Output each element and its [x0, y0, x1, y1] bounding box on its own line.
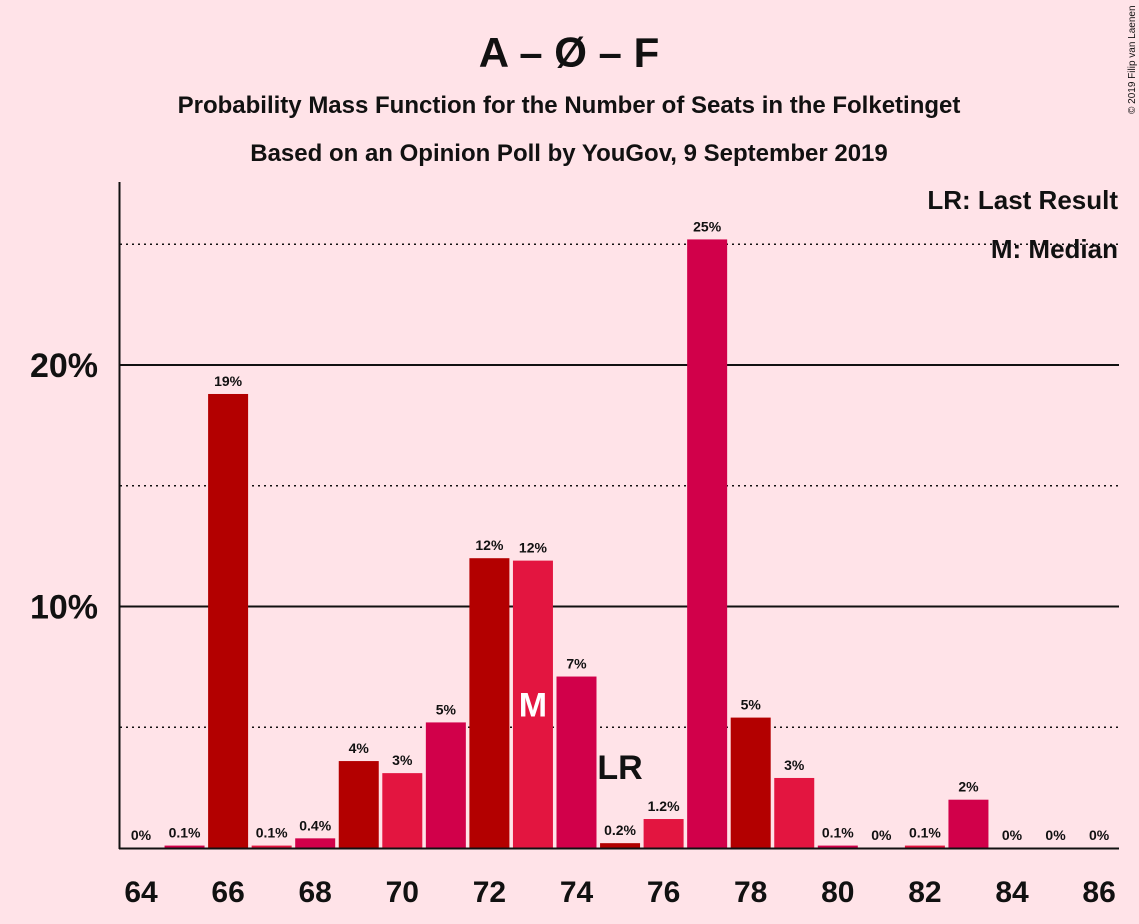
data-label-seat-86: 0% — [1089, 827, 1110, 843]
data-label-seat-80: 0.1% — [822, 825, 854, 841]
x-tick-label: 78 — [734, 876, 767, 909]
bar-seat-76 — [643, 819, 684, 848]
data-label-seat-82: 0.1% — [909, 825, 941, 841]
chart-title: A – Ø – F — [479, 29, 660, 76]
x-tick-label: 72 — [473, 876, 506, 909]
x-tick-label: 68 — [299, 876, 332, 909]
bar-seat-83 — [948, 799, 989, 848]
x-tick-label: 82 — [908, 876, 941, 909]
data-label-seat-74: 7% — [566, 656, 587, 672]
last-result-marker: LR — [597, 749, 642, 787]
data-label-seat-75: 0.2% — [604, 822, 636, 838]
chart-subtitle-1: Probability Mass Function for the Number… — [178, 92, 961, 119]
x-axis-ticks: 64 66 68 70 72 74 76 78 80 82 84 86 — [124, 876, 1115, 909]
x-tick-label: 76 — [647, 876, 680, 909]
bar-seat-73 — [512, 560, 553, 848]
bar-seat-66 — [208, 393, 249, 848]
bar-seat-72 — [469, 558, 510, 848]
y-axis-ticks: 10% 20% — [30, 347, 98, 627]
data-labels: 0% 0.1% 19% 0.1% 0.4% 4% 3% 5% 12% 12% 7% 0.2% 1.2% 2… — [131, 218, 1110, 843]
x-tick-label: 84 — [995, 876, 1029, 909]
chart-subtitle-2: Based on an Opinion Poll by YouGov, 9 Se… — [250, 140, 888, 167]
data-label-seat-83: 2% — [958, 779, 979, 795]
bar-seat-78 — [730, 717, 771, 848]
data-label-seat-64: 0% — [131, 827, 152, 843]
data-label-seat-65: 0.1% — [169, 825, 201, 841]
data-label-seat-72: 12% — [475, 537, 504, 553]
data-label-seat-66: 19% — [214, 373, 243, 389]
x-tick-label: 86 — [1082, 876, 1115, 909]
bar-seat-82 — [904, 845, 945, 848]
x-tick-label: 70 — [386, 876, 419, 909]
bar-seat-70 — [382, 773, 423, 848]
data-label-seat-71: 5% — [436, 701, 457, 717]
legend-last-result: LR: Last Result — [927, 185, 1118, 215]
x-tick-label: 80 — [821, 876, 854, 909]
bar-seat-75 — [600, 843, 641, 848]
y-tick-label: 10% — [30, 589, 98, 627]
data-label-seat-84: 0% — [1002, 827, 1023, 843]
x-tick-label: 64 — [124, 876, 158, 909]
bar-seat-67 — [251, 845, 292, 848]
x-tick-label: 74 — [560, 876, 594, 909]
data-label-seat-79: 3% — [784, 757, 805, 773]
y-tick-label: 20% — [30, 347, 98, 385]
data-label-seat-78: 5% — [741, 697, 762, 713]
bar-seat-68 — [295, 838, 336, 848]
bar-seat-79 — [774, 777, 815, 848]
median-marker: M — [519, 686, 547, 724]
data-label-seat-81: 0% — [871, 827, 892, 843]
bar-seat-69 — [338, 761, 379, 848]
data-label-seat-67: 0.1% — [256, 825, 288, 841]
bar-seat-77 — [687, 239, 728, 849]
copyright-notice: © 2019 Filip van Laenen — [1127, 5, 1138, 114]
gridlines — [120, 243, 1119, 728]
data-label-seat-85: 0% — [1045, 827, 1066, 843]
bar-seat-74 — [556, 676, 597, 848]
data-label-seat-76: 1.2% — [648, 798, 680, 814]
bars — [164, 239, 989, 849]
data-label-seat-77: 25% — [693, 218, 722, 234]
legend-median: M: Median — [991, 234, 1118, 264]
bar-seat-80 — [817, 845, 858, 848]
x-tick-label: 66 — [211, 876, 244, 909]
data-label-seat-68: 0.4% — [299, 817, 331, 833]
bar-seat-71 — [425, 722, 466, 848]
data-label-seat-73: 12% — [519, 540, 548, 556]
data-label-seat-70: 3% — [392, 752, 413, 768]
bar-seat-65 — [164, 845, 205, 848]
data-label-seat-69: 4% — [349, 740, 370, 756]
